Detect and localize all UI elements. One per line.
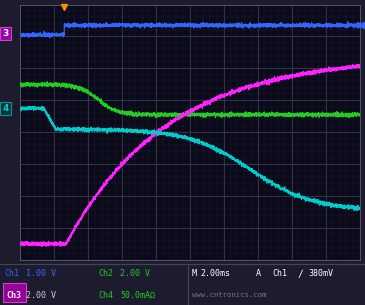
Text: Ch4: Ch4 <box>99 291 114 300</box>
Text: 1.00 V: 1.00 V <box>26 269 56 278</box>
Text: 2.00 V: 2.00 V <box>26 291 56 300</box>
Text: Ch3: Ch3 <box>7 291 22 300</box>
Text: 4: 4 <box>3 104 9 113</box>
FancyBboxPatch shape <box>3 283 26 302</box>
Text: Ch1: Ch1 <box>272 269 287 278</box>
Text: ∕: ∕ <box>297 269 303 278</box>
Text: A: A <box>255 269 261 278</box>
Text: 2.00ms: 2.00ms <box>200 269 230 278</box>
Text: 50.0mAΩ: 50.0mAΩ <box>120 291 155 300</box>
Text: 2.00 V: 2.00 V <box>120 269 150 278</box>
Text: Ch1: Ch1 <box>4 269 19 278</box>
Text: 3: 3 <box>3 29 9 38</box>
Text: www.cntronics.com: www.cntronics.com <box>192 292 266 298</box>
Text: 380mV: 380mV <box>308 269 333 278</box>
Text: M: M <box>192 269 197 278</box>
Text: Ch2: Ch2 <box>99 269 114 278</box>
